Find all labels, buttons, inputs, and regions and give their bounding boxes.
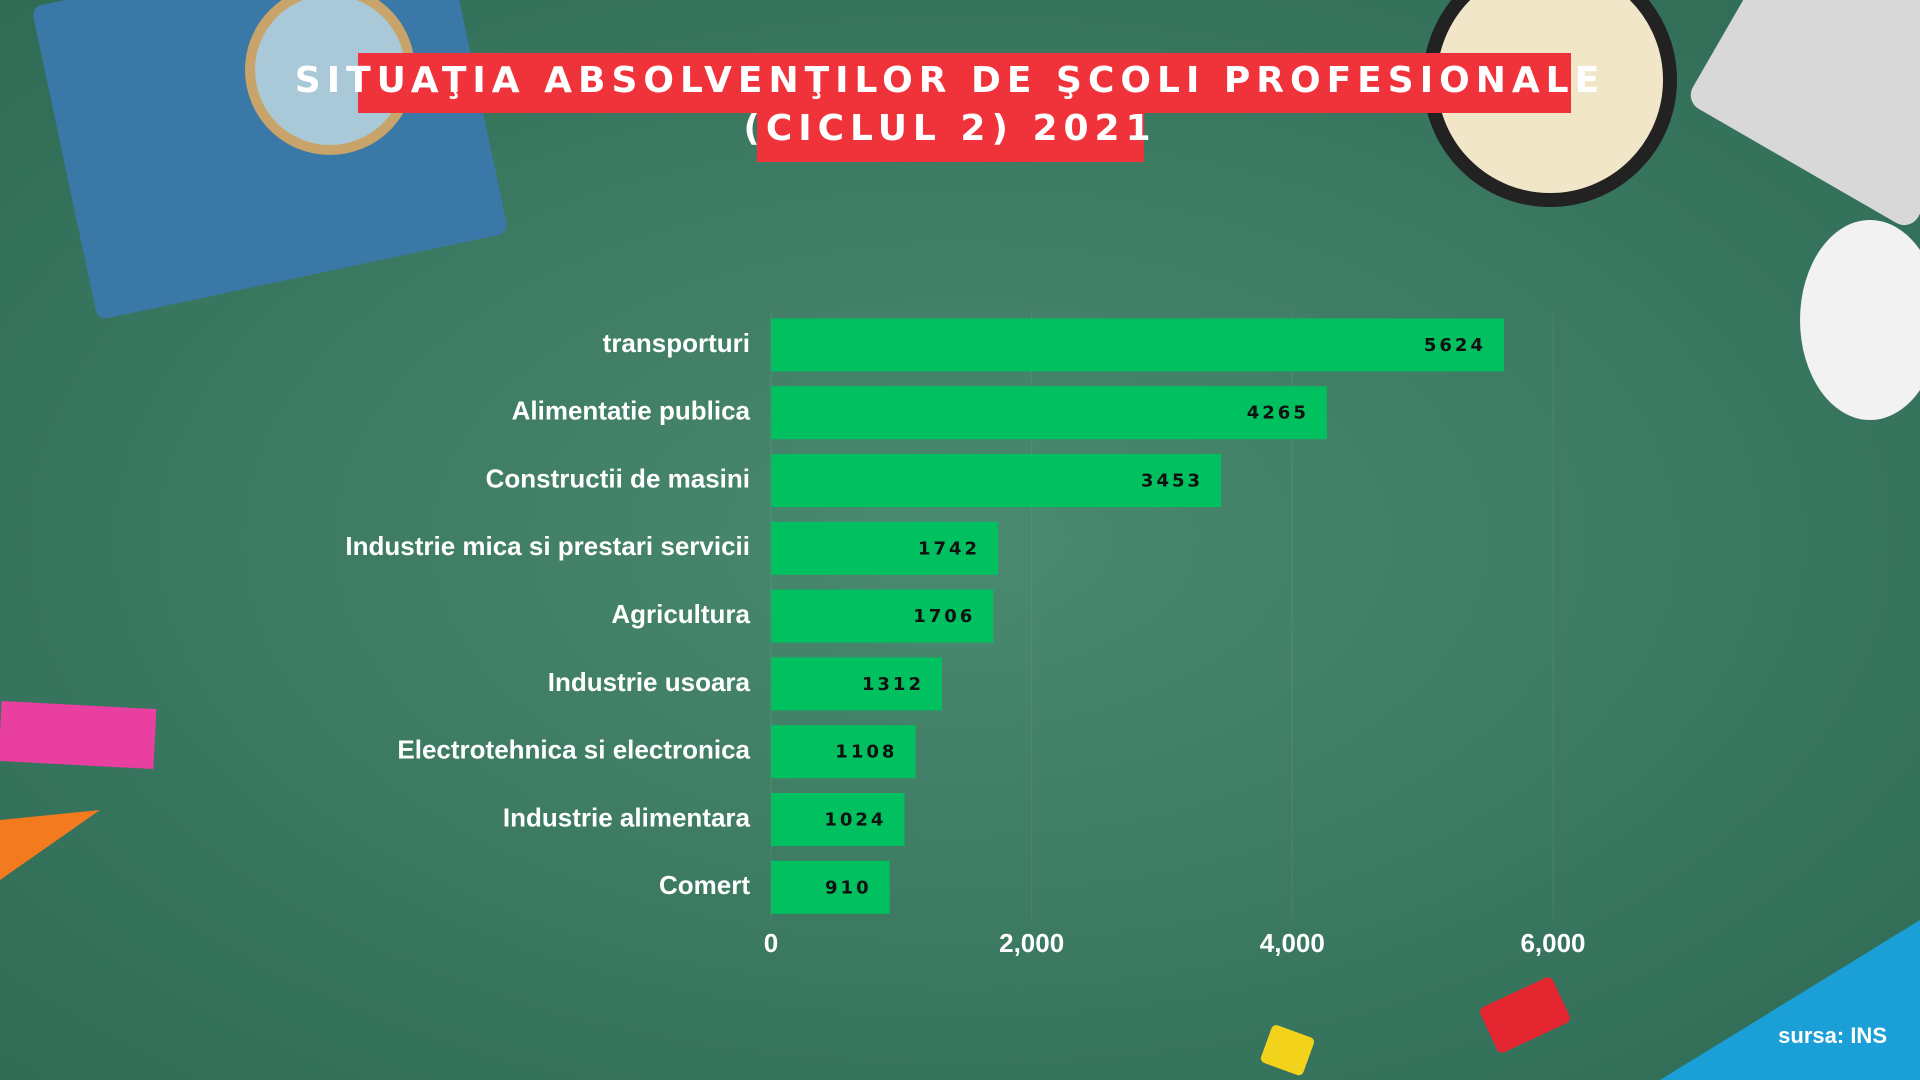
y-tick-label: Industrie alimentara <box>503 802 751 832</box>
x-tick-label: 0 <box>764 928 778 958</box>
bar <box>771 860 890 914</box>
title-box <box>757 113 1144 162</box>
brick-decoration <box>1480 977 1570 1053</box>
x-tick-label: 6,000 <box>1520 928 1585 958</box>
bar <box>771 793 905 846</box>
brick-decoration <box>1260 1025 1315 1076</box>
y-tick-label: Industrie usoara <box>548 667 751 697</box>
y-tick-label: Constructii de masini <box>486 463 750 493</box>
y-tick-label: Electrotehnica si electronica <box>397 735 750 765</box>
mouse-decoration <box>1800 220 1920 420</box>
bar <box>771 318 1504 372</box>
bar <box>771 521 999 575</box>
value-label: 1312 <box>862 674 924 695</box>
source-note: sursa: INS <box>1778 1023 1887 1048</box>
chart-title: (CICLUL 2) 2021 <box>743 108 1156 149</box>
bar <box>771 657 942 711</box>
title-box <box>358 53 1571 113</box>
keyboard-decoration <box>1690 0 1920 226</box>
bar <box>771 589 994 643</box>
x-tick-label: 2,000 <box>999 928 1064 958</box>
bar <box>771 386 1327 440</box>
value-label: 5624 <box>1424 335 1486 356</box>
value-label: 4265 <box>1247 403 1309 424</box>
value-label: 1024 <box>824 810 886 831</box>
value-label: 910 <box>825 877 872 898</box>
triangle-decoration <box>0 810 100 880</box>
value-label: 3453 <box>1141 471 1203 492</box>
y-tick-label: transporturi <box>603 328 750 358</box>
value-label: 1742 <box>918 538 980 559</box>
y-tick-label: Comert <box>659 870 750 900</box>
y-tick-label: Agricultura <box>611 599 750 629</box>
value-label: 1108 <box>835 742 897 763</box>
value-label: 1706 <box>913 606 975 627</box>
x-tick-label: 4,000 <box>1260 928 1325 958</box>
bar <box>771 725 916 779</box>
chart-title: SITUAŢIA ABSOLVENŢILOR DE ŞCOLI PROFESIO… <box>295 60 1605 101</box>
ruler-decoration <box>0 701 157 770</box>
bar <box>771 454 1222 507</box>
y-tick-label: Industrie mica si prestari servicii <box>345 531 750 561</box>
paper-decoration <box>1660 920 1920 1080</box>
y-tick-label: Alimentatie publica <box>512 396 751 426</box>
